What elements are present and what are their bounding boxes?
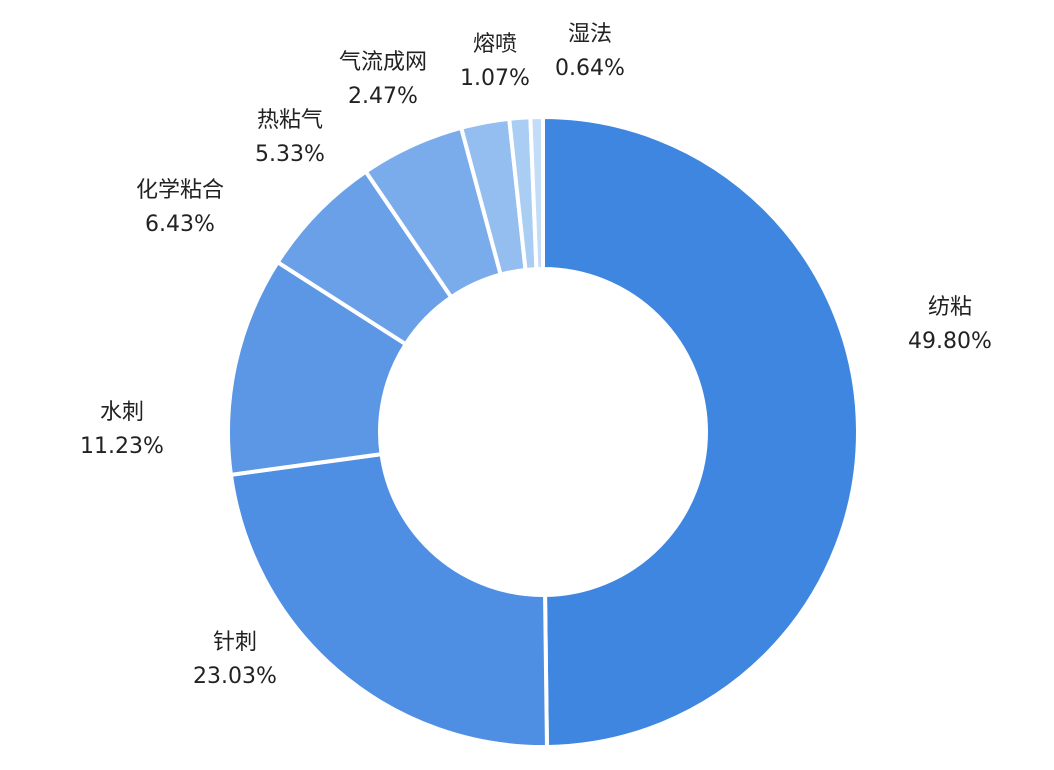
slice-label: 针刺 bbox=[213, 630, 257, 655]
slice-label: 气流成网 bbox=[339, 50, 427, 75]
slice bbox=[541, 114, 860, 750]
value-label: 1.07% bbox=[460, 66, 530, 91]
value-label: 49.80% bbox=[908, 329, 992, 354]
value-label: 6.43% bbox=[145, 212, 215, 237]
slice-label: 熔喷 bbox=[473, 32, 517, 57]
value-label: 5.33% bbox=[255, 142, 325, 167]
value-label: 0.64% bbox=[555, 56, 625, 81]
slice-label: 湿法 bbox=[568, 22, 612, 47]
value-label: 2.47% bbox=[348, 84, 418, 109]
slice-label: 化学粘合 bbox=[136, 178, 224, 203]
slice-label: 纺粘 bbox=[928, 295, 972, 320]
slice bbox=[228, 451, 549, 749]
slice-label: 热粘气 bbox=[257, 108, 323, 133]
value-label: 23.03% bbox=[193, 664, 277, 689]
value-label: 11.23% bbox=[80, 434, 164, 459]
slice bbox=[226, 259, 409, 478]
slice bbox=[528, 114, 545, 272]
slice-label: 水刺 bbox=[100, 400, 144, 425]
